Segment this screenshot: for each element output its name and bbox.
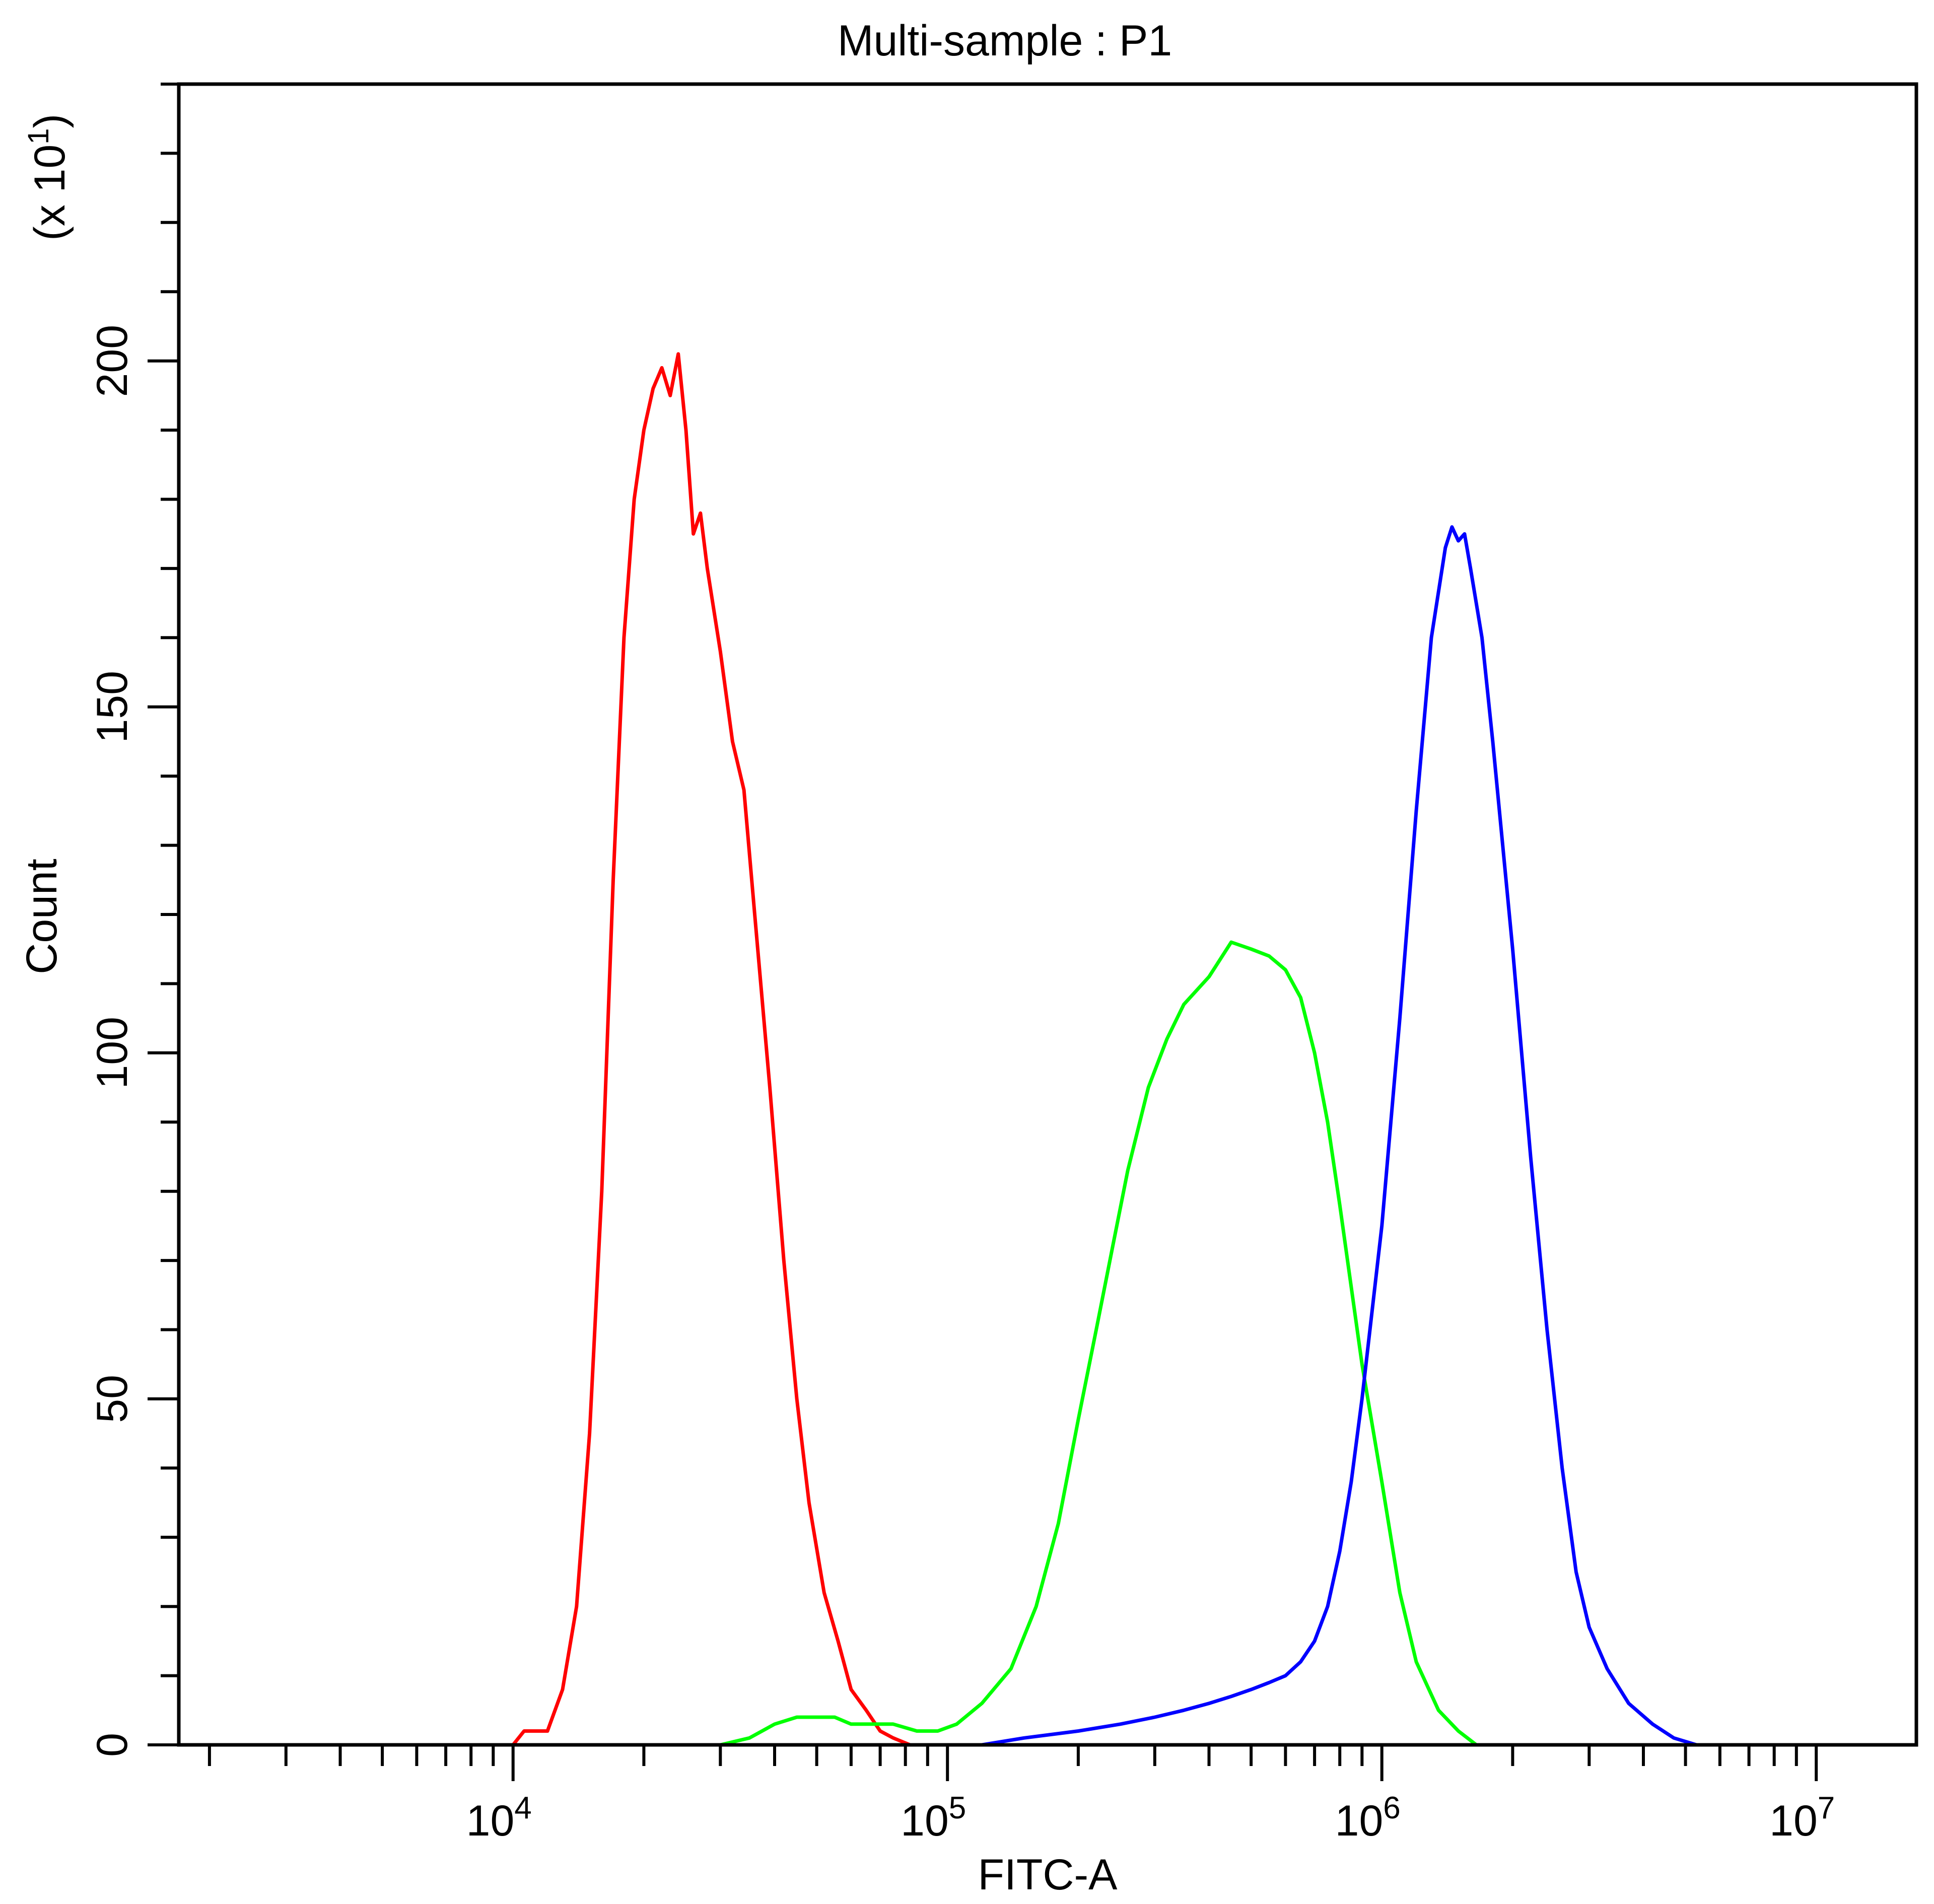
multiplier-exponent: 1 bbox=[22, 128, 55, 145]
x-tick-label: 107 bbox=[1769, 1791, 1835, 1845]
chart-title: Multi-sample : P1 bbox=[838, 17, 1172, 65]
y-tick-label: 150 bbox=[88, 671, 136, 743]
x-tick-exponent: 5 bbox=[949, 1791, 966, 1825]
x-tick-base: 10 bbox=[901, 1797, 949, 1845]
multiplier-close: ) bbox=[26, 114, 74, 128]
series-line-2 bbox=[720, 940, 1478, 1747]
y-axis-label: Count bbox=[18, 859, 66, 974]
x-tick-exponent: 7 bbox=[1818, 1791, 1835, 1825]
y-axis-multiplier: (x 101) bbox=[22, 114, 74, 241]
x-tick-exponent: 4 bbox=[514, 1791, 531, 1825]
x-tick-base: 10 bbox=[1769, 1797, 1818, 1845]
y-axis-ticks: 0 50 100 150 200 bbox=[88, 83, 179, 1757]
x-tick-label: 104 bbox=[466, 1791, 532, 1845]
y-tick-label: 50 bbox=[88, 1375, 136, 1423]
x-axis-ticks: 104 105 106 107 bbox=[208, 1745, 1835, 1845]
x-axis-label: FITC-A bbox=[978, 1851, 1118, 1899]
x-tick-base: 10 bbox=[1335, 1797, 1384, 1845]
x-tick-base: 10 bbox=[466, 1797, 515, 1845]
y-tick-label: 100 bbox=[88, 1017, 136, 1089]
multiplier-base: (x 10 bbox=[26, 145, 74, 241]
x-tick-label: 105 bbox=[901, 1791, 966, 1845]
y-tick-label: 200 bbox=[88, 325, 136, 397]
series-line-1 bbox=[511, 352, 911, 1747]
x-tick-label: 106 bbox=[1335, 1791, 1401, 1845]
plot-series bbox=[511, 352, 1697, 1747]
y-tick-label: 0 bbox=[88, 1733, 136, 1757]
series-line-3 bbox=[927, 525, 1697, 1747]
x-tick-exponent: 6 bbox=[1383, 1791, 1400, 1825]
